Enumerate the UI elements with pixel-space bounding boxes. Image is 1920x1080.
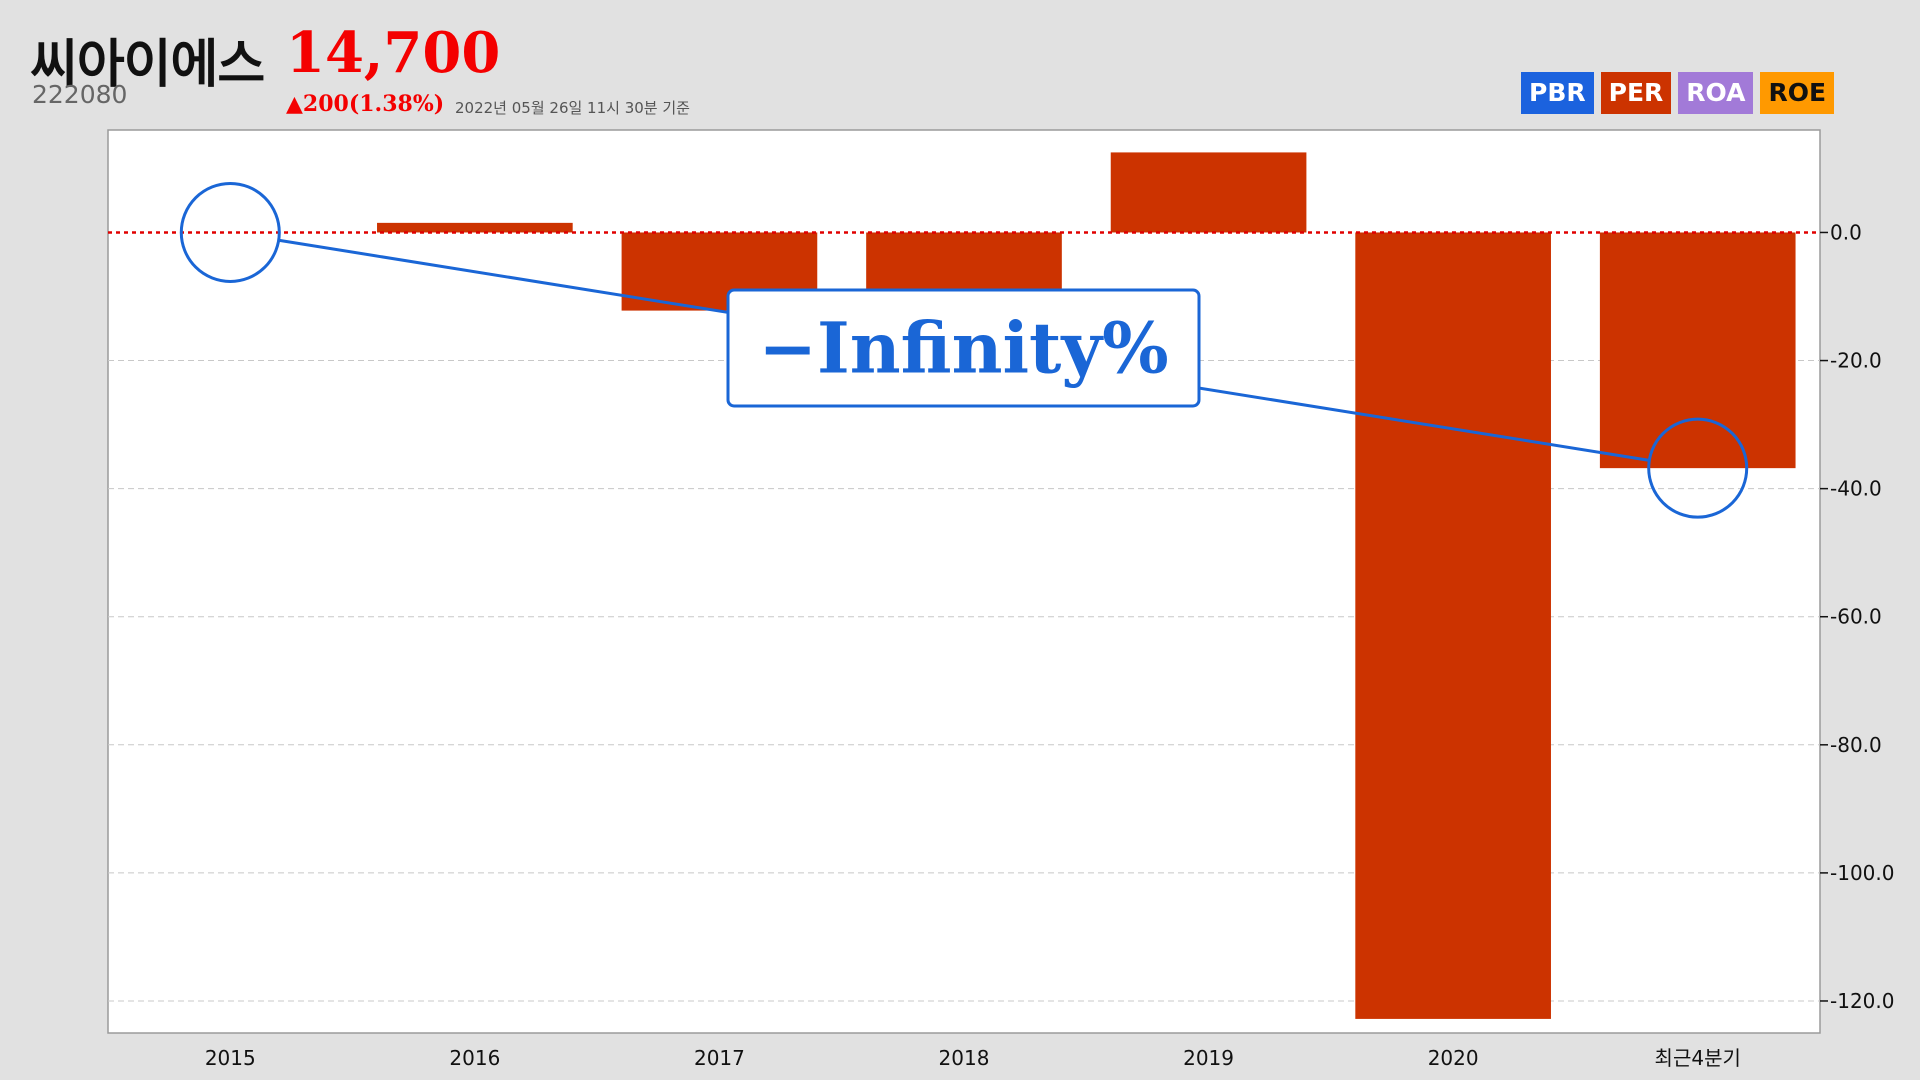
grid-lines (108, 360, 1820, 1002)
y-tick-label: -20.0 (1830, 349, 1882, 373)
legend-pbr-button[interactable]: PBR (1521, 72, 1594, 114)
price-change: ▲200(1.38%) (286, 91, 445, 117)
y-tick-label: 0.0 (1830, 220, 1862, 244)
bar-2019 (1110, 152, 1307, 233)
callout-box (726, 288, 1201, 408)
timestamp: 2022년 05월 26일 11시 30분 기준 (455, 99, 690, 117)
y-tick-label: -60.0 (1830, 605, 1882, 629)
callout-end-circle (1647, 417, 1749, 519)
legend-roa-button[interactable]: ROA (1678, 72, 1754, 114)
x-tick-label: 최근4분기 (1655, 1046, 1741, 1070)
stock-price: 14,700 (286, 20, 501, 86)
y-tick-label: -40.0 (1830, 477, 1882, 501)
x-tick-label: 2019 (1183, 1046, 1234, 1070)
metric-legend: PBR PER ROA ROE (1521, 72, 1835, 114)
y-tick-label: -120.0 (1830, 989, 1894, 1013)
stock-code: 222080 (32, 80, 128, 109)
legend-per-button[interactable]: PER (1600, 72, 1672, 114)
bar-최근4분기 (1599, 232, 1796, 469)
y-tick-label: -100.0 (1830, 861, 1894, 885)
callout-start-circle (179, 181, 281, 283)
y-tick-label: -80.0 (1830, 733, 1882, 757)
x-axis: 2015 2016 2017 2018 2019 2020 최근4분기 (205, 1046, 1741, 1070)
y-axis: 0.0 -20.0 -40.0 -60.0 -80.0 -100.0 -120.0 (1820, 220, 1894, 1013)
company-name: 씨아이에스 (30, 35, 265, 95)
bar-series (377, 152, 1796, 1019)
bar-2020 (1355, 232, 1551, 1019)
x-tick-label: 2017 (694, 1046, 745, 1070)
callout: −Infinity% (179, 181, 1749, 519)
x-tick-label: 2016 (449, 1046, 500, 1070)
legend-roe-button[interactable]: ROE (1760, 72, 1835, 114)
x-tick-label: 2015 (205, 1046, 256, 1070)
x-tick-label: 2018 (939, 1046, 990, 1070)
callout-value: −Infinity% (758, 307, 1168, 390)
x-tick-label: 2020 (1428, 1046, 1479, 1070)
bar-2016 (377, 222, 573, 233)
